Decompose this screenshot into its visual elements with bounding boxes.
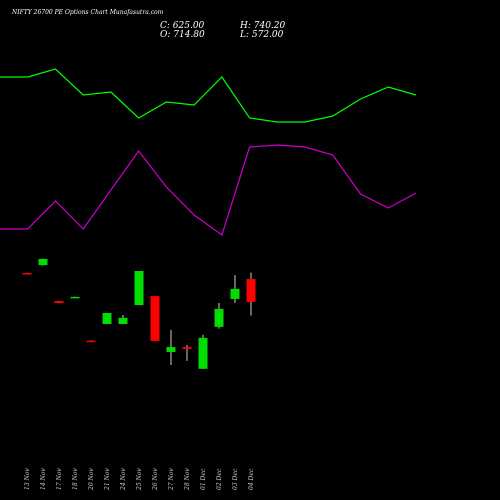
candle-body	[86, 340, 96, 343]
candle-body	[134, 271, 144, 306]
high-info: H: 740.20	[239, 21, 286, 31]
x-tick-label: 04 Dec	[248, 468, 255, 490]
candle-body	[70, 296, 80, 299]
x-tick-label: 27 Nov	[168, 468, 175, 491]
x-tick-label: 17 Nov	[56, 468, 63, 490]
x-tick-label: 26 Nov	[152, 468, 159, 491]
candle-body	[150, 296, 160, 341]
candle-body	[198, 337, 208, 369]
candle-body	[22, 273, 32, 275]
x-tick-label: 14 Nov	[40, 468, 47, 490]
candle-body	[230, 288, 240, 299]
x-tick-label: 02 Dec	[216, 468, 223, 490]
candle-body	[102, 313, 112, 325]
low-info: L: 572.00	[239, 30, 284, 40]
x-tick-label: 20 Nov	[88, 468, 95, 491]
candle-body	[54, 300, 64, 304]
x-tick-label: 03 Dec	[232, 468, 239, 490]
candle-body	[38, 258, 48, 266]
candle-body	[182, 347, 192, 349]
candle-body	[214, 308, 224, 327]
x-tick-label: 25 Nov	[136, 468, 143, 491]
x-tick-label: 24 Nov	[120, 468, 127, 491]
x-tick-label: 13 Nov	[24, 468, 31, 490]
x-tick-label: 28 Nov	[184, 468, 191, 491]
candle-body	[246, 278, 256, 302]
indicator-line	[0, 144, 417, 236]
chart-title: NIFTY 26700 PE Options Chart Munafasutra…	[11, 9, 164, 16]
x-tick-label: 01 Dec	[200, 468, 207, 490]
open-info: O: 714.80	[160, 30, 205, 40]
candle-body	[166, 347, 176, 352]
indicator-line	[0, 68, 417, 123]
x-tick-label: 21 Nov	[104, 468, 111, 491]
candle-body	[118, 317, 128, 325]
x-tick-label: 18 Nov	[72, 468, 79, 490]
close-info: C: 625.00	[160, 21, 205, 31]
